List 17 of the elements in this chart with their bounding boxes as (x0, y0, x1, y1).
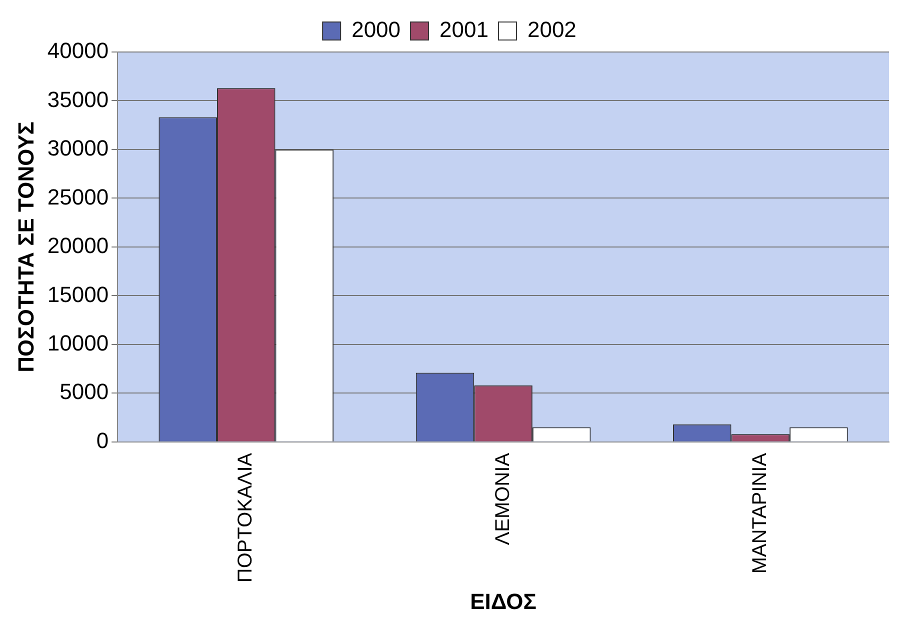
legend-label: 2002 (527, 17, 576, 42)
y-tick-label: 20000 (47, 233, 109, 258)
x-tick-label: ΜΑΝΤΑΡΙΝΙΑ (748, 452, 771, 574)
y-tick-label: 35000 (47, 86, 109, 112)
y-tick-label: 10000 (47, 330, 109, 356)
y-tick-label: 25000 (47, 184, 109, 210)
x-tick-label: ΛΕΜΟΝΙΑ (492, 452, 514, 546)
y-tick-label: 5000 (60, 379, 109, 404)
x-axis-title: ΕΙΔΟΣ (470, 588, 536, 614)
y-axis-title: ΠΟΣΟΤΗΤΑ ΣΕ ΤΟΝΟΥΣ (13, 122, 38, 372)
legend-label: 2000 (352, 17, 401, 42)
x-tick-label: ΠΟΡΤΟΚΑΛΙΑ (234, 452, 257, 583)
legend-label: 2001 (440, 17, 488, 42)
y-tick-label: 30000 (47, 136, 109, 161)
y-tick-label: 15000 (47, 282, 109, 307)
y-tick-label: 0 (96, 428, 109, 453)
y-tick-label: 40000 (47, 38, 109, 64)
